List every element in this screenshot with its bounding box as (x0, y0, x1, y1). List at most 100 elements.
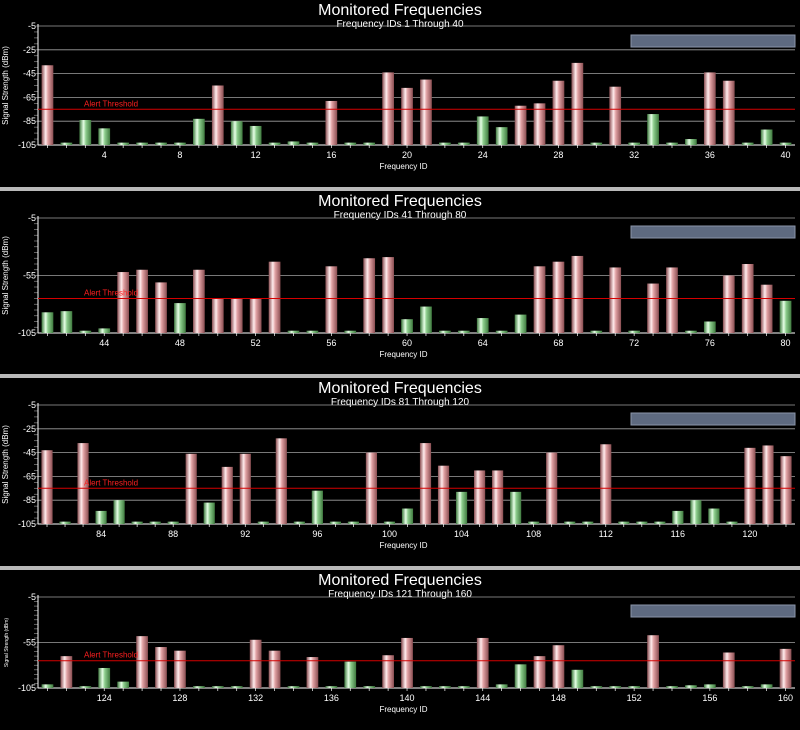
bar (666, 142, 678, 145)
bar (552, 645, 565, 688)
chart-subtitle: Frequency IDs 81 Through 120 (331, 397, 470, 408)
y-tick-label: -85 (23, 116, 36, 126)
bar (779, 300, 792, 333)
bar (457, 686, 470, 688)
bar (329, 521, 341, 524)
bar (628, 142, 640, 145)
bar (401, 637, 413, 688)
bar (79, 330, 92, 333)
bar (113, 500, 125, 524)
bar (703, 684, 716, 688)
bar (98, 328, 111, 333)
bar (155, 282, 167, 333)
bar (98, 667, 111, 688)
x-tick-label: 64 (478, 338, 488, 348)
bar (600, 444, 612, 524)
x-tick-label: 148 (551, 693, 566, 703)
y-tick-label: -105 (18, 328, 36, 338)
bar (95, 510, 107, 524)
bar (325, 686, 338, 688)
bar (654, 521, 666, 524)
x-tick-label: 32 (629, 150, 639, 160)
bar (174, 142, 186, 145)
chart-subtitle: Frequency IDs 1 Through 40 (336, 19, 464, 30)
bar (762, 445, 774, 524)
x-tick-label: 136 (324, 693, 339, 703)
bar (571, 62, 584, 145)
y-axis-label: Signal Strength (dBm) (1, 236, 10, 315)
bar (744, 447, 756, 524)
x-tick-label: 16 (326, 150, 336, 160)
bar (155, 647, 167, 688)
bar (571, 255, 584, 333)
chart-panel-1: Monitored Frequencies Frequency IDs 1 Thr… (0, 0, 800, 187)
y-tick-label: -45 (23, 69, 36, 79)
bar (628, 330, 640, 333)
bar (618, 521, 630, 524)
bar (439, 142, 451, 145)
x-tick-label: 76 (705, 338, 715, 348)
x-tick-label: 60 (402, 338, 412, 348)
chart-title: Monitored Frequencies (318, 380, 482, 397)
bar (703, 321, 716, 333)
y-tick-label: -65 (23, 92, 36, 102)
x-tick-label: 4 (102, 150, 107, 160)
bar (149, 521, 161, 524)
y-axis-label: Signal Strength (dBm) (1, 425, 10, 504)
bar (476, 116, 489, 145)
bar (363, 686, 376, 688)
bar (249, 639, 262, 688)
bar (685, 330, 697, 333)
bar (666, 686, 678, 688)
bar (476, 318, 489, 333)
bar (306, 657, 319, 688)
bar (514, 664, 527, 688)
bar (77, 443, 89, 524)
x-tick-label: 108 (526, 529, 541, 539)
bar (117, 142, 130, 145)
bar (495, 330, 508, 333)
bar (185, 453, 197, 524)
x-tick-label: 80 (781, 338, 791, 348)
bar (722, 80, 735, 145)
y-tick-label: -65 (23, 471, 36, 481)
bar (722, 652, 735, 688)
x-tick-label: 56 (326, 338, 336, 348)
x-tick-label: 28 (553, 150, 563, 160)
bar (779, 648, 792, 688)
x-tick-label: 36 (705, 150, 715, 160)
bar (41, 312, 54, 333)
bar (136, 269, 148, 333)
bar (690, 500, 702, 524)
bar (401, 508, 414, 524)
bar (193, 118, 205, 145)
bar (382, 655, 394, 688)
bar (268, 261, 281, 333)
x-tick-label: 128 (172, 693, 187, 703)
bar (249, 125, 262, 145)
y-tick-label: -25 (23, 45, 36, 55)
bar (275, 438, 287, 524)
bar (703, 72, 716, 145)
bar (287, 141, 300, 145)
bar (726, 521, 738, 524)
bar (647, 114, 659, 145)
bar (609, 86, 622, 145)
y-tick-label: -105 (18, 683, 36, 693)
x-tick-label: 24 (478, 150, 488, 160)
bar (117, 681, 130, 688)
bar (98, 128, 111, 145)
threshold-label: Alert Threshold (84, 478, 138, 487)
bar (306, 330, 319, 333)
y-tick-label: -45 (23, 448, 36, 458)
bar (117, 272, 130, 333)
chart-title: Monitored Frequencies (318, 2, 482, 19)
bar (230, 686, 243, 688)
bar (382, 72, 394, 145)
bar (155, 142, 167, 145)
x-tick-label: 124 (97, 693, 112, 703)
x-tick-label: 116 (671, 529, 685, 539)
